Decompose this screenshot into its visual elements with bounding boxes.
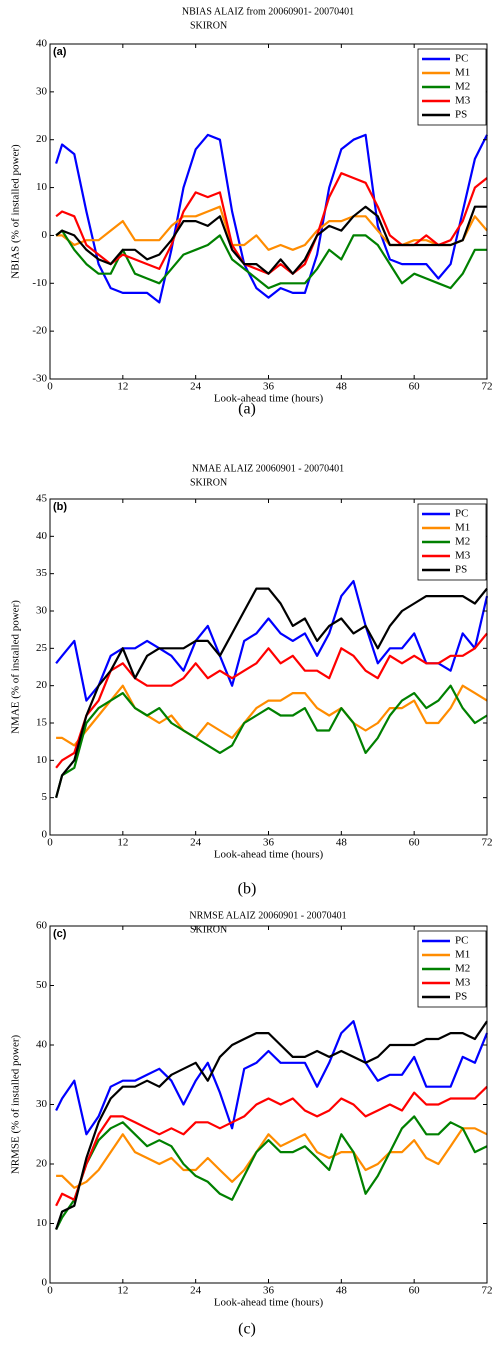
legend-label: M2 (455, 963, 470, 975)
legend-box (417, 48, 487, 126)
legend-label: PS (455, 564, 467, 576)
series-line (56, 1127, 488, 1189)
series-line (55, 632, 488, 769)
x-tick-label: 48 (336, 1285, 348, 1297)
legend-label: M2 (455, 81, 470, 93)
x-tick-label: 24 (190, 837, 202, 849)
y-tick-label: 15 (36, 717, 48, 729)
y-tick-label: 40 (36, 38, 48, 50)
x-tick-label: 72 (482, 837, 493, 849)
legend-label: M3 (455, 550, 471, 562)
legend-label: M1 (455, 522, 470, 534)
x-tick-label: 0 (47, 1285, 53, 1297)
y-tick-label: 5 (42, 791, 48, 803)
y-tick-label: 20 (36, 679, 48, 691)
y-axis-label: NBIAS (% of installed power) (10, 144, 22, 279)
series-line (55, 587, 488, 798)
y-tick-label: 30 (36, 85, 48, 97)
legend-label: M2 (455, 536, 470, 548)
y-tick-label: 0 (42, 1277, 48, 1289)
x-tick-label: 0 (47, 381, 53, 393)
legend-label: M3 (455, 95, 471, 107)
legend-label: PC (455, 508, 468, 520)
x-tick-label: 24 (190, 1285, 202, 1297)
y-tick-label: -20 (32, 325, 47, 337)
y-tick-label: 0 (42, 229, 48, 241)
y-axis-label: NMAE (% of installed power) (10, 600, 22, 734)
x-tick-label: 36 (263, 837, 275, 849)
caption: (c) (238, 1321, 256, 1338)
y-tick-label: 20 (36, 1158, 48, 1170)
chart-subtitle: SKIRON (190, 924, 227, 935)
series-line (55, 133, 488, 304)
y-tick-label: 25 (36, 642, 48, 654)
x-tick-label: 12 (117, 837, 128, 849)
series-line (55, 684, 488, 798)
series-line (56, 684, 488, 747)
y-tick-label: -10 (32, 277, 47, 289)
x-tick-label: 12 (117, 1285, 128, 1297)
y-tick-label: 45 (36, 493, 48, 505)
y-tick-label: 60 (36, 920, 48, 932)
panel: NMAE ALAIZ 20060901 - 20070401 SKIRON 0 12 2… (10, 463, 493, 897)
x-tick-label: 72 (482, 381, 493, 393)
legend-label: PS (455, 109, 467, 121)
legend-label: PC (455, 935, 468, 947)
x-tick-label: 60 (409, 1285, 421, 1297)
y-tick-label: 10 (36, 754, 48, 766)
caption: (a) (238, 401, 256, 418)
x-tick-label: 48 (336, 381, 348, 393)
x-tick-label: 36 (263, 381, 275, 393)
series-line (56, 205, 488, 251)
x-tick-label: 48 (336, 837, 348, 849)
legend-label: M1 (455, 949, 470, 961)
y-tick-label: 40 (36, 530, 48, 542)
y-tick-label: 30 (36, 1098, 48, 1110)
y-tick-label: 10 (36, 1217, 48, 1229)
x-tick-label: 0 (47, 837, 53, 849)
x-tick-label: 12 (117, 381, 128, 393)
y-tick-label: 0 (42, 829, 48, 841)
x-axis-label: Look-ahead time (hours) (214, 849, 324, 861)
legend-label: M3 (455, 977, 471, 989)
y-tick-label: 30 (36, 605, 48, 617)
x-tick-label: 24 (190, 381, 202, 393)
series-line (55, 205, 487, 275)
y-tick-label: 50 (36, 979, 48, 991)
chart-title: NRMSE ALAIZ 20060901 - 20070401 (189, 910, 346, 921)
panel: NBIAS ALAIZ from 20060901- 20070401 SKIRO… (10, 6, 493, 417)
x-axis-label: Look-ahead time (hours) (214, 393, 324, 405)
series-line (55, 1085, 488, 1207)
y-axis-label: NRMSE (% of installed power) (10, 1035, 22, 1175)
chart-subtitle: SKIRON (190, 477, 227, 488)
y-tick-label: 10 (36, 181, 48, 193)
y-tick-label: 40 (36, 1039, 48, 1051)
chart-title: NBIAS ALAIZ from 20060901- 20070401 (182, 6, 354, 17)
x-tick-label: 72 (482, 1285, 493, 1297)
chart-title: NMAE ALAIZ 20060901 - 20070401 (192, 463, 344, 474)
panel-label: (b) (53, 501, 67, 513)
caption: (b) (238, 881, 257, 898)
legend-label: PS (455, 991, 467, 1003)
panel: NRMSE ALAIZ 20060901 - 20070401 SKIRON 0 12… (10, 910, 493, 1337)
y-tick-label: 20 (36, 133, 48, 145)
y-tick-label: 35 (36, 567, 48, 579)
chart-subtitle: SKIRON (190, 20, 227, 31)
panel-label: (a) (53, 46, 67, 58)
series-line (55, 1020, 489, 1136)
y-tick-label: -30 (32, 373, 47, 385)
x-tick-label: 60 (409, 837, 421, 849)
series-line (55, 1020, 488, 1230)
x-tick-label: 36 (263, 1285, 275, 1297)
series-line (55, 1115, 488, 1230)
panel-label: (c) (53, 928, 67, 940)
x-axis-label: Look-ahead time (hours) (214, 1297, 324, 1309)
x-tick-label: 60 (409, 381, 421, 393)
legend-label: M1 (455, 67, 470, 79)
legend-label: PC (455, 53, 468, 65)
